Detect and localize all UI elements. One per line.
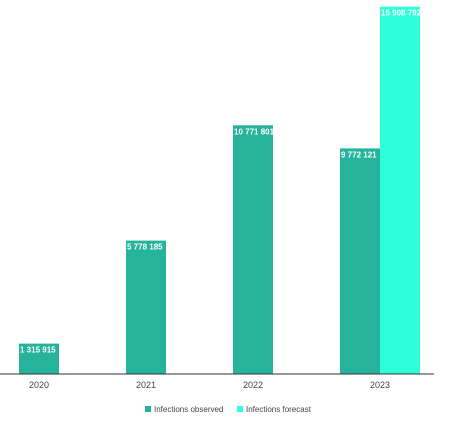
legend-swatch-observed xyxy=(145,406,151,412)
data-labels-layer: 1 315 915 5 778 185 10 771 801 9 772 121 15 … xyxy=(20,9,422,355)
x-tick-label-2021: 2021 xyxy=(136,380,156,390)
legend-label-forecast: Infections forecast xyxy=(246,405,312,414)
bar-observed-2021 xyxy=(126,240,166,374)
bar-observed-2022 xyxy=(233,125,273,374)
bar-observed-2023 xyxy=(340,148,380,374)
legend: Infections observed Infections forecast xyxy=(145,405,312,414)
data-label-observed-2020: 1 315 915 xyxy=(20,346,56,355)
x-tick-label-2022: 2022 xyxy=(243,380,263,390)
x-tick-label-2023: 2023 xyxy=(370,380,390,390)
data-label-observed-2021: 5 778 185 xyxy=(127,243,163,252)
data-label-observed-2023: 9 772 121 xyxy=(341,150,377,159)
legend-swatch-forecast xyxy=(237,406,243,412)
legend-label-observed: Infections observed xyxy=(154,405,223,414)
bars-layer xyxy=(19,6,420,374)
data-label-observed-2022: 10 771 801 xyxy=(234,127,275,136)
x-tick-label-2020: 2020 xyxy=(29,380,49,390)
data-label-forecast-2023: 15 908 792 xyxy=(381,9,422,18)
bar-observed-2020 xyxy=(19,343,59,374)
x-tick-labels: 2020 2021 2022 2023 xyxy=(29,380,390,390)
bar-forecast-2023 xyxy=(380,6,420,374)
